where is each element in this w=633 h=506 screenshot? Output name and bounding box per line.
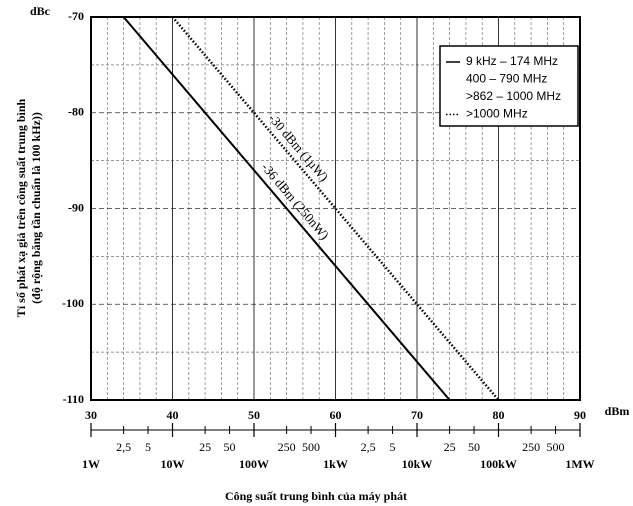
power-minor-label: 25 xyxy=(444,440,456,454)
power-major-label: 100kW xyxy=(480,457,517,471)
y-tick-label: -100 xyxy=(62,296,84,310)
y-tick-label: -70 xyxy=(68,9,84,23)
y-tick-label: -80 xyxy=(68,105,84,119)
power-minor-label: 5 xyxy=(390,440,396,454)
power-major-label: 10kW xyxy=(402,457,433,471)
y-unit: dBc xyxy=(30,4,51,18)
x-tick-label: 60 xyxy=(330,408,342,422)
y-tick-label: -110 xyxy=(63,392,84,406)
legend-label: >1000 MHz xyxy=(466,107,528,121)
power-major-label: 1W xyxy=(82,457,100,471)
power-minor-label: 250 xyxy=(278,440,296,454)
line xyxy=(122,16,451,401)
power-minor-label: 5 xyxy=(145,440,151,454)
power-minor-label: 250 xyxy=(522,440,540,454)
x-tick-label: 70 xyxy=(411,408,423,422)
x-axis-title: Công suất trung bình của máy phát xyxy=(225,489,407,503)
power-minor-label: 50 xyxy=(468,440,480,454)
legend-label: >862 – 1000 MHz xyxy=(466,89,561,103)
x-tick-label: 30 xyxy=(85,408,97,422)
power-minor-label: 50 xyxy=(224,440,236,454)
power-major-label: 100W xyxy=(239,457,269,471)
legend-label: 400 – 790 MHz xyxy=(466,72,547,86)
y-tick-label: -90 xyxy=(68,200,84,214)
x-tick-label: 80 xyxy=(493,408,505,422)
legend-label: 9 kHz – 174 MHz xyxy=(466,54,558,68)
power-major-label: 1kW xyxy=(323,457,348,471)
x-tick-label: 40 xyxy=(167,408,179,422)
power-minor-label: 500 xyxy=(547,440,565,454)
y-axis-title: (độ rộng băng tần chuẩn là 100 kHz)) xyxy=(29,112,43,304)
y-axis-title: Tỉ số phát xạ giả trên công suất trung b… xyxy=(14,98,28,317)
x-tick-label: 50 xyxy=(248,408,260,422)
x-unit: dBm xyxy=(605,404,630,418)
plot-frame xyxy=(90,16,581,401)
legend-box xyxy=(439,45,579,127)
power-major-label: 10W xyxy=(161,457,185,471)
legend: 9 kHz – 174 MHz 400 – 790 MHz >862 – 1000 … xyxy=(439,45,579,127)
power-minor-label: 500 xyxy=(302,440,320,454)
x-tick-label: 90 xyxy=(574,408,586,422)
power-minor-label: 25 xyxy=(199,440,211,454)
power-minor-label: 2,5 xyxy=(361,440,376,454)
power-minor-label: 2,5 xyxy=(116,440,131,454)
power-major-label: 1MW xyxy=(565,457,594,471)
